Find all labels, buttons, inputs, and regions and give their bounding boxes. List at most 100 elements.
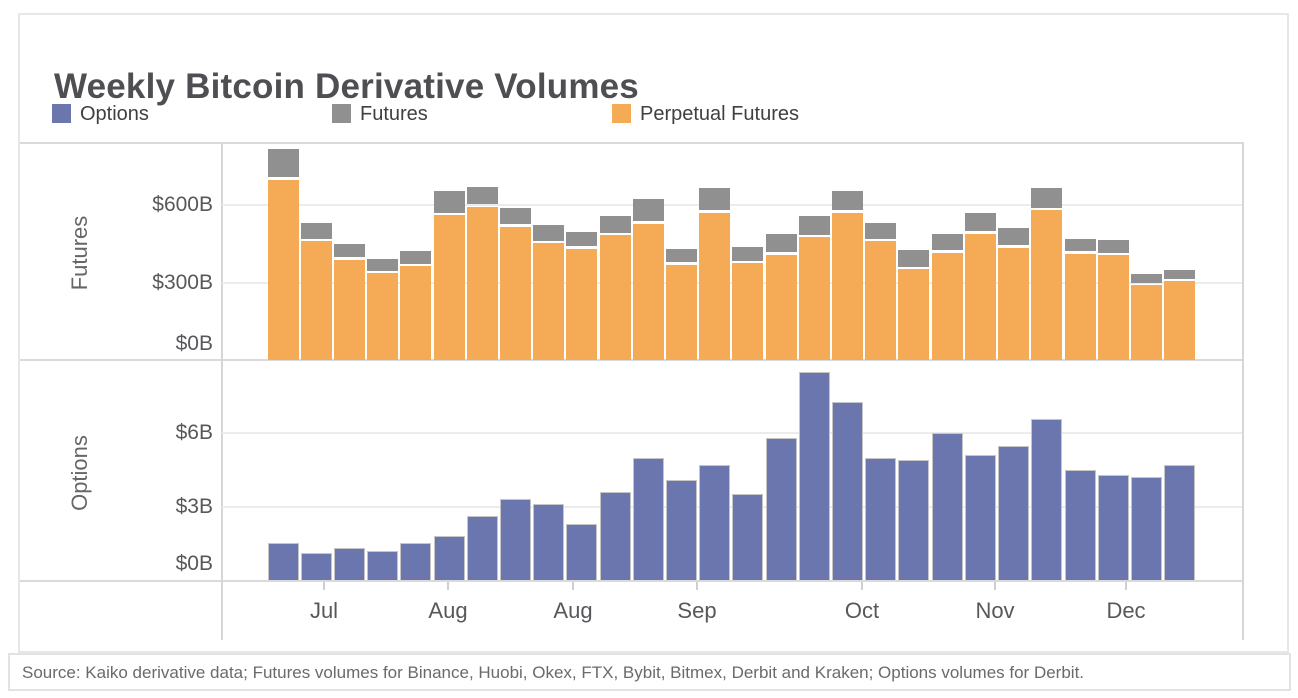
x-tick-label: Oct <box>844 598 880 623</box>
options-bar <box>964 455 996 580</box>
perpetual-futures-bar-segment <box>699 212 731 360</box>
options-bar <box>499 499 531 580</box>
futures-bar-segment <box>998 228 1030 246</box>
options-bar <box>466 516 498 580</box>
x-tick-mark <box>1125 582 1127 590</box>
options-bar <box>367 550 399 580</box>
x-tick-mark <box>572 582 574 590</box>
futures-bar-segment <box>300 222 332 239</box>
y-tick-label: $600B <box>152 193 213 217</box>
x-tick-mark <box>696 582 698 590</box>
y-tick-label: $300B <box>152 270 213 294</box>
options-bar <box>267 543 299 580</box>
perpetual-futures-bar-segment <box>865 241 897 360</box>
options-bar <box>599 492 631 580</box>
perpetual-futures-bar-segment <box>632 223 664 360</box>
options-bar <box>433 536 465 580</box>
perpetual-futures-bar-segment <box>1031 210 1063 360</box>
perpetual-futures-bar-segment <box>832 212 864 360</box>
futures-bar-segment <box>466 186 498 205</box>
perpetual-futures-bar-segment <box>367 273 399 360</box>
options-bar <box>666 479 698 580</box>
options-bar <box>1031 418 1063 580</box>
x-tick-mark <box>861 582 863 590</box>
futures-bar-segment <box>798 216 830 235</box>
x-tick-mark <box>994 582 996 590</box>
options-bar <box>1130 477 1162 580</box>
options-bar <box>798 372 830 580</box>
futures-panel-top-border <box>20 142 1243 144</box>
perpetual-futures-bar-segment <box>1130 285 1162 360</box>
x-tick-label: Dec <box>1106 598 1146 623</box>
futures-bar-segment <box>1064 239 1096 252</box>
chart-title: Weekly Bitcoin Derivative Volumes <box>54 67 639 107</box>
options-bar <box>832 401 864 580</box>
options-bar <box>998 445 1030 580</box>
futures-bar-segment <box>931 233 963 251</box>
x-tick-label: Aug <box>428 598 468 623</box>
options-bar <box>1097 474 1129 580</box>
y-tick-label: $0B <box>175 552 213 575</box>
perpetual-futures-bar-segment <box>267 179 299 360</box>
futures-bar-segment <box>533 224 565 241</box>
options-bar <box>931 433 963 580</box>
futures-bar-segment <box>666 248 698 263</box>
gridline <box>222 204 1242 207</box>
futures-bar-segment <box>898 250 930 267</box>
futures-bar-segment <box>865 222 897 239</box>
perpetual-futures-bar-segment <box>466 206 498 360</box>
x-tick-mark <box>323 582 325 590</box>
futures-bar-segment <box>832 190 864 211</box>
perpetual-futures-legend-swatch-icon <box>612 104 631 123</box>
options-bar <box>732 494 764 580</box>
x-tick-label: Aug <box>553 598 593 623</box>
y-tick-label: $0B <box>175 332 213 355</box>
x-tick-label: Jul <box>309 598 339 623</box>
y-axis-spine <box>221 142 223 640</box>
gridline <box>222 281 1242 284</box>
futures-axis-title: Futures <box>67 215 92 291</box>
options-bar <box>1064 470 1096 580</box>
perpetual-futures-bar-segment <box>998 247 1030 360</box>
perpetual-futures-bar-segment <box>732 263 764 360</box>
options-axis-title: Options <box>67 435 92 511</box>
options-bar <box>765 438 797 580</box>
perpetual-futures-bar-segment <box>499 226 531 360</box>
perpetual-futures-bar-segment <box>798 237 830 360</box>
futures-bar-segment <box>333 244 365 257</box>
options-bar <box>533 504 565 580</box>
futures-bar-segment <box>1031 188 1063 208</box>
options-bar <box>632 457 664 580</box>
perpetual-futures-bar-segment <box>666 264 698 360</box>
y-tick-label: $3B <box>175 494 213 518</box>
source-caption-box: Source: Kaiko derivative data; Futures v… <box>8 653 1291 691</box>
perpetual-futures-bar-segment <box>533 243 565 360</box>
perpetual-futures-bar-segment <box>566 248 598 360</box>
perpetual-futures-bar-segment <box>400 266 432 360</box>
futures-legend-swatch-icon <box>332 104 351 123</box>
legend-label: Futures <box>360 103 428 125</box>
futures-bar-segment <box>267 148 299 178</box>
legend-label: Perpetual Futures <box>640 103 799 125</box>
futures-bar-segment <box>699 188 731 211</box>
options-bar <box>699 465 731 580</box>
x-tick-label: Nov <box>975 598 1015 623</box>
futures-bar-segment <box>499 208 531 225</box>
perpetual-futures-bar-segment <box>1164 281 1196 360</box>
perpetual-futures-bar-segment <box>1097 255 1129 360</box>
perpetual-futures-bar-segment <box>964 233 996 360</box>
options-bar <box>1164 465 1196 580</box>
options-legend-swatch-icon <box>52 104 71 123</box>
perpetual-futures-bar-segment <box>898 269 930 360</box>
futures-bar-segment <box>433 190 465 213</box>
futures-bar-segment <box>1130 274 1162 283</box>
options-bar <box>865 457 897 580</box>
futures-bar-segment <box>400 251 432 264</box>
x-tick-mark <box>447 582 449 590</box>
chart-card-border <box>18 13 1289 653</box>
options-bar <box>400 543 432 580</box>
futures-bar-segment <box>1097 240 1129 253</box>
futures-bar-segment <box>599 216 631 233</box>
source-caption-text: Source: Kaiko derivative data; Futures v… <box>22 663 1085 682</box>
